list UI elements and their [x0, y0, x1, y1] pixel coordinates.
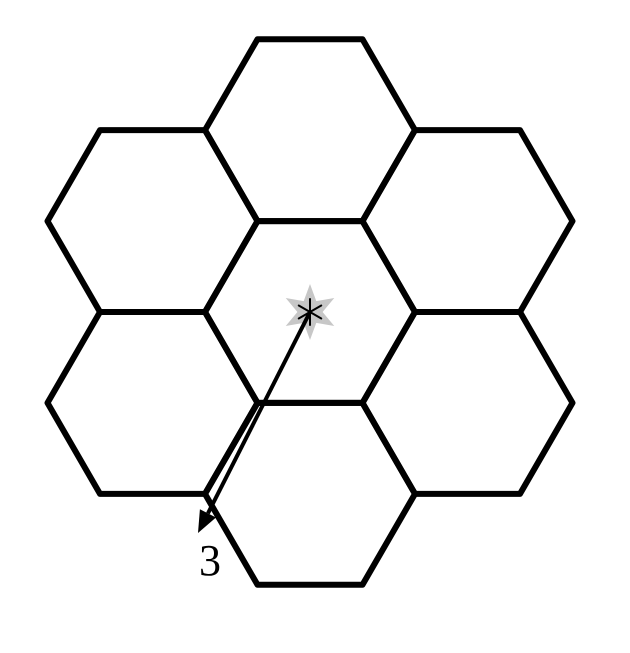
hexagon-5 — [48, 130, 258, 312]
hexagon-3 — [205, 403, 415, 585]
hexagon-4 — [48, 312, 258, 494]
hexagon-1 — [363, 130, 573, 312]
arrow — [198, 312, 310, 533]
label-3: 3 — [199, 536, 221, 585]
hexagon-diagram: 3 — [0, 0, 630, 653]
hexagon-2 — [363, 312, 573, 494]
hexagon-6 — [205, 39, 415, 221]
